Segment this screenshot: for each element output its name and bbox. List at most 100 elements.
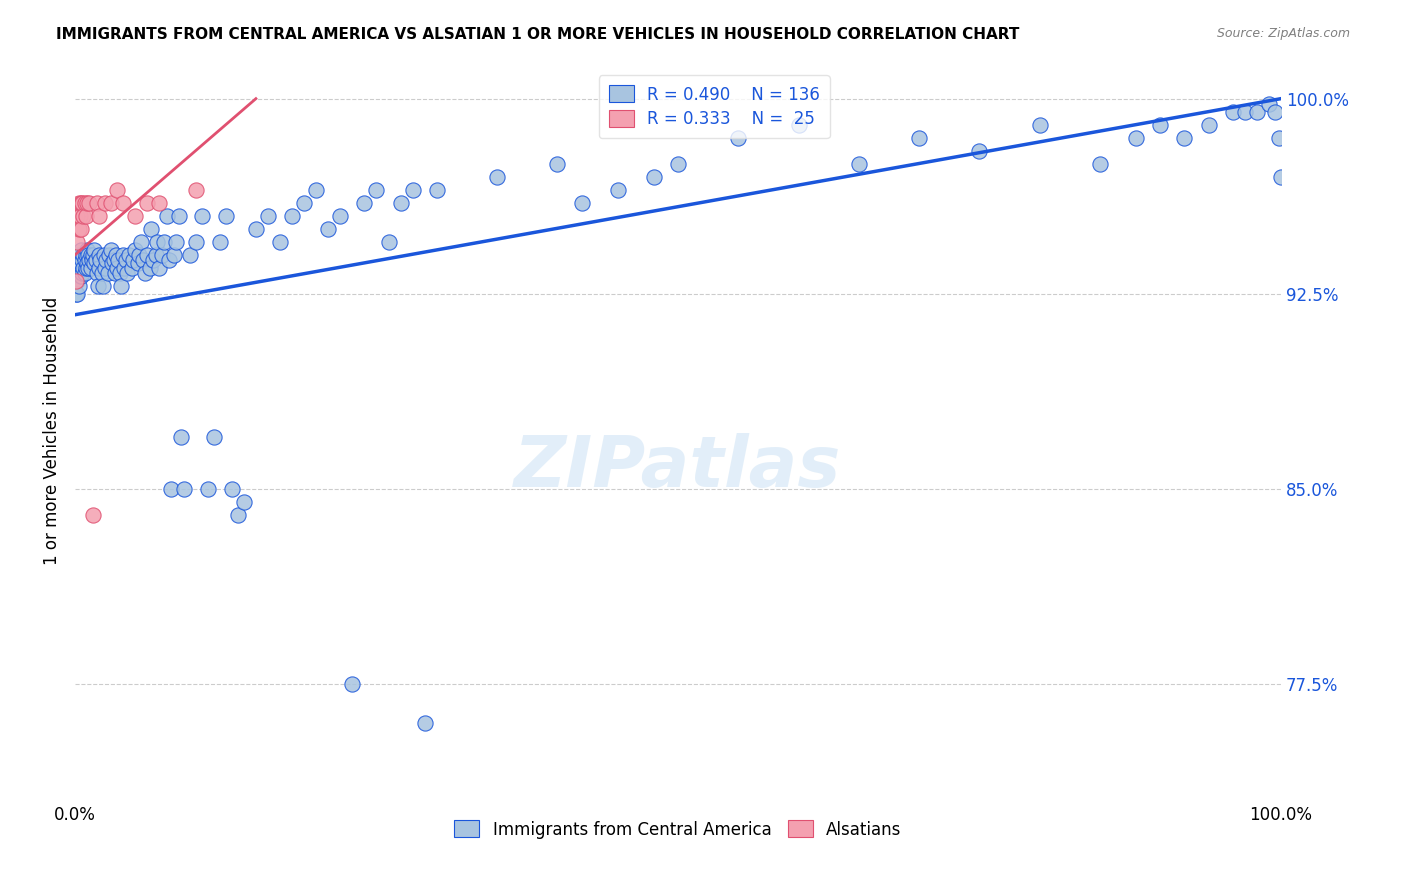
Point (163, 248, 186, 262)
Point (67, 195, 90, 210)
Point (353, 195, 375, 210)
Point (1149, 118, 1171, 132)
Point (145, 248, 167, 262)
Point (80, 253, 103, 268)
Point (100, 243, 122, 257)
Point (66, 274, 89, 288)
Point (93, 248, 115, 262)
Point (70, 253, 93, 268)
Text: ZIPatlas: ZIPatlas (515, 434, 842, 502)
Point (202, 430, 225, 444)
Point (1267, 130, 1289, 145)
Point (75, 248, 97, 262)
Point (82, 248, 104, 262)
Point (666, 157, 689, 171)
Point (76, 243, 98, 257)
Point (848, 157, 870, 171)
Point (643, 169, 665, 184)
Point (89, 209, 111, 223)
Point (94, 195, 117, 210)
Point (66, 209, 89, 223)
Point (84, 253, 107, 268)
Point (173, 482, 195, 496)
Point (89, 253, 111, 268)
Point (108, 266, 131, 280)
Point (97, 248, 120, 262)
Point (114, 260, 136, 275)
Point (105, 260, 128, 275)
Point (79, 195, 101, 210)
Point (316, 222, 339, 236)
Point (727, 130, 749, 145)
Point (70, 195, 93, 210)
Point (127, 255, 149, 269)
Point (139, 222, 162, 236)
Point (70, 268, 93, 283)
Text: Source: ZipAtlas.com: Source: ZipAtlas.com (1216, 27, 1350, 40)
Point (65, 286, 87, 301)
Point (165, 235, 187, 249)
Point (1088, 157, 1111, 171)
Point (67, 268, 90, 283)
Point (69, 260, 91, 275)
Point (86, 266, 108, 280)
Point (1125, 130, 1147, 145)
Point (66, 235, 89, 249)
Point (131, 235, 153, 249)
Point (67, 279, 90, 293)
Point (91, 279, 114, 293)
Point (131, 253, 153, 268)
Point (83, 243, 105, 257)
Point (179, 248, 201, 262)
Point (426, 183, 449, 197)
Point (281, 209, 304, 223)
Point (66, 260, 89, 275)
Point (124, 209, 146, 223)
Point (1173, 130, 1195, 145)
Point (94, 260, 117, 275)
Point (70, 243, 93, 257)
Point (72, 260, 94, 275)
Point (79, 248, 101, 262)
Point (413, 716, 436, 731)
Point (257, 209, 280, 223)
Point (73, 195, 96, 210)
Point (136, 195, 159, 210)
Point (402, 183, 425, 197)
Point (1246, 104, 1268, 119)
Point (79, 253, 101, 268)
Point (146, 235, 169, 249)
Point (67, 253, 90, 268)
Point (486, 169, 509, 184)
Point (148, 195, 170, 210)
Point (1233, 104, 1256, 119)
Point (157, 253, 180, 268)
Point (136, 248, 159, 262)
Point (97, 266, 120, 280)
Point (1198, 118, 1220, 132)
Point (389, 195, 412, 210)
Point (105, 183, 128, 197)
Point (73, 266, 96, 280)
Point (89, 260, 111, 275)
Point (75, 209, 97, 223)
Point (90, 266, 112, 280)
Point (329, 209, 352, 223)
Point (292, 195, 315, 210)
Point (908, 130, 931, 145)
Point (76, 195, 98, 210)
Point (377, 235, 399, 249)
Point (77, 248, 100, 262)
Point (110, 279, 132, 293)
Point (170, 430, 193, 444)
Point (104, 266, 127, 280)
Point (184, 235, 207, 249)
Text: IMMIGRANTS FROM CENTRAL AMERICA VS ALSATIAN 1 OR MORE VEHICLES IN HOUSEHOLD CORR: IMMIGRANTS FROM CENTRAL AMERICA VS ALSAT… (56, 27, 1019, 42)
Point (70, 222, 93, 236)
Point (232, 495, 254, 509)
Point (184, 183, 207, 197)
Point (65, 274, 87, 288)
Point (546, 157, 568, 171)
Point (167, 209, 190, 223)
Point (156, 209, 179, 223)
